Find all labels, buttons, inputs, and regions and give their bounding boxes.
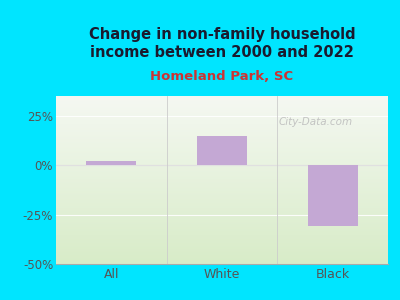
Title: Change in non-family household
income between 2000 and 2022: Change in non-family household income be… [89, 26, 355, 60]
Bar [86, 161, 136, 165]
Text: City-Data.com: City-Data.com [279, 117, 353, 127]
Bar [197, 136, 247, 165]
Bar [308, 165, 358, 226]
Text: Homeland Park, SC: Homeland Park, SC [150, 70, 294, 83]
